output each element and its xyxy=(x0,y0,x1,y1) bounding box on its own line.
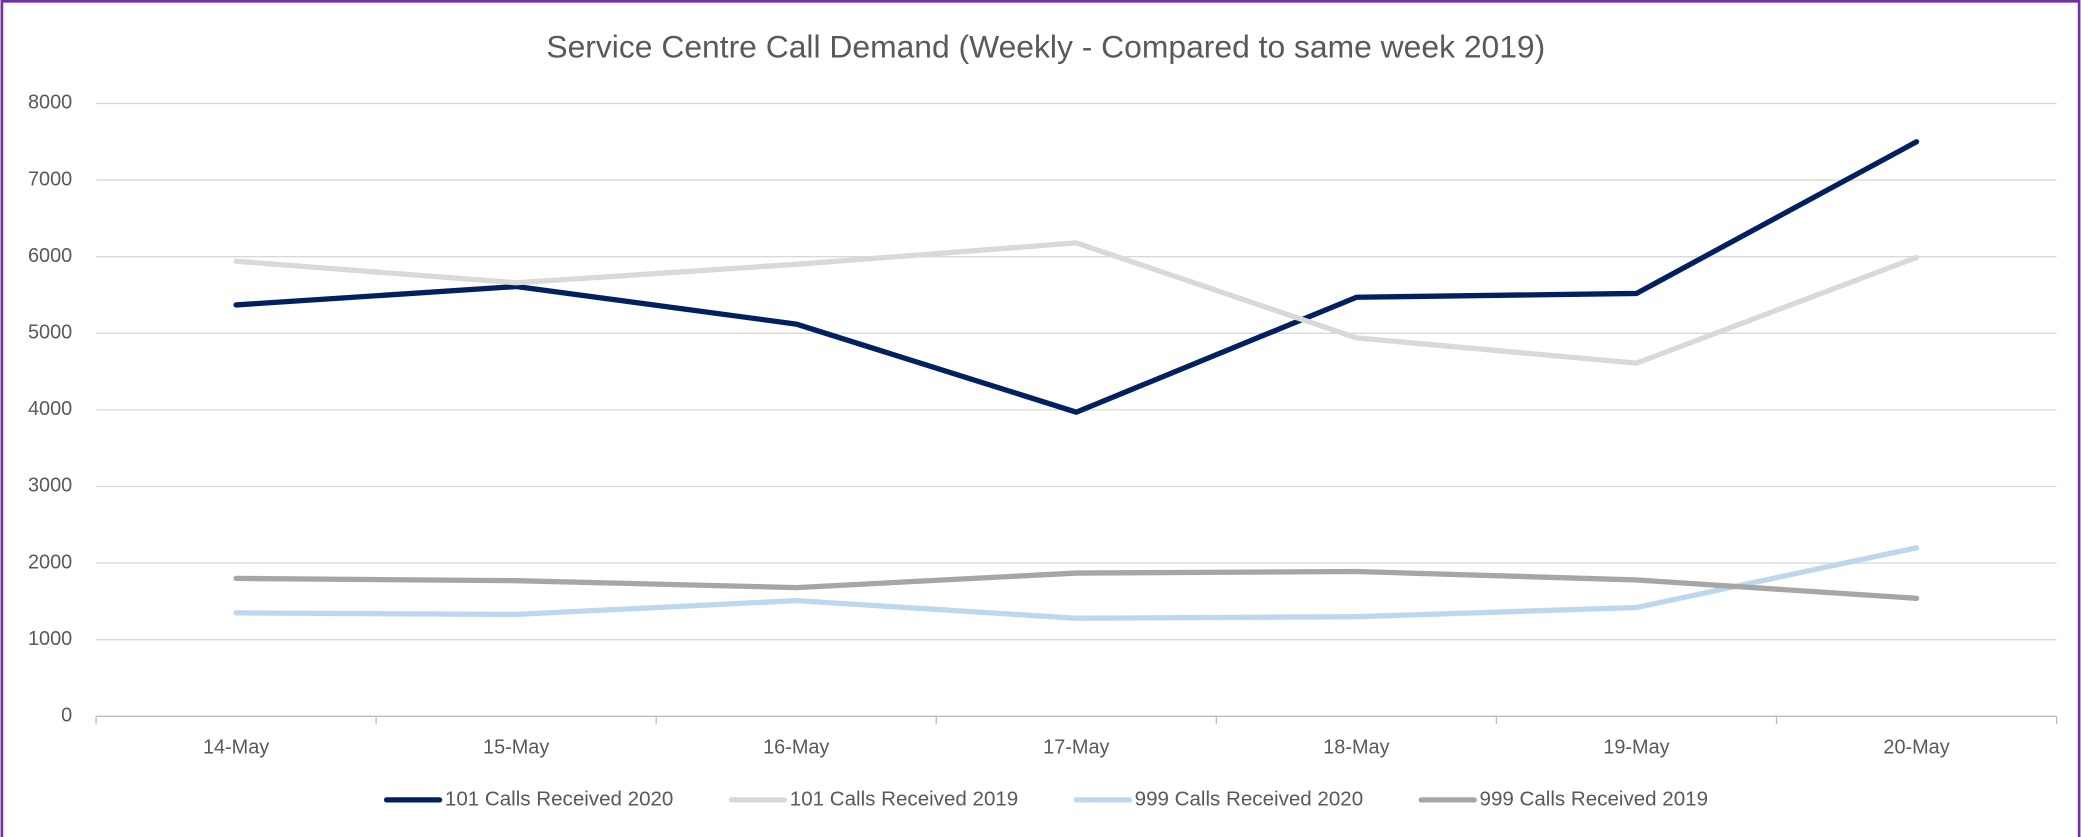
series-line xyxy=(233,568,1920,601)
y-tick-label: 1000 xyxy=(28,628,72,650)
y-tick-label: 5000 xyxy=(28,322,72,344)
series-line xyxy=(233,545,1920,621)
x-tick-label: 16-May xyxy=(763,736,829,758)
y-tick-label: 6000 xyxy=(28,245,72,267)
y-tick-label: 2000 xyxy=(28,551,72,573)
x-tick-label: 17-May xyxy=(1043,736,1109,758)
y-tick-label: 3000 xyxy=(28,475,72,497)
legend-label: 999 Calls Received 2019 xyxy=(1480,787,1708,810)
y-tick-label: 0 xyxy=(61,705,72,727)
y-tick-label: 8000 xyxy=(28,92,72,114)
series-line xyxy=(233,139,1920,415)
legend-label: 999 Calls Received 2020 xyxy=(1135,787,1363,810)
series-line xyxy=(233,240,1920,366)
chart-title: Service Centre Call Demand (Weekly - Com… xyxy=(546,28,1545,64)
x-tick-label: 19-May xyxy=(1603,736,1669,758)
x-tick-label: 15-May xyxy=(483,736,549,758)
x-tick-label: 20-May xyxy=(1883,736,1949,758)
legend-label: 101 Calls Received 2020 xyxy=(445,787,673,810)
legend-label: 101 Calls Received 2019 xyxy=(790,787,1018,810)
y-tick-label: 4000 xyxy=(28,398,72,420)
y-tick-label: 7000 xyxy=(28,168,72,190)
x-tick-label: 18-May xyxy=(1323,736,1389,758)
x-tick-label: 14-May xyxy=(203,736,269,758)
